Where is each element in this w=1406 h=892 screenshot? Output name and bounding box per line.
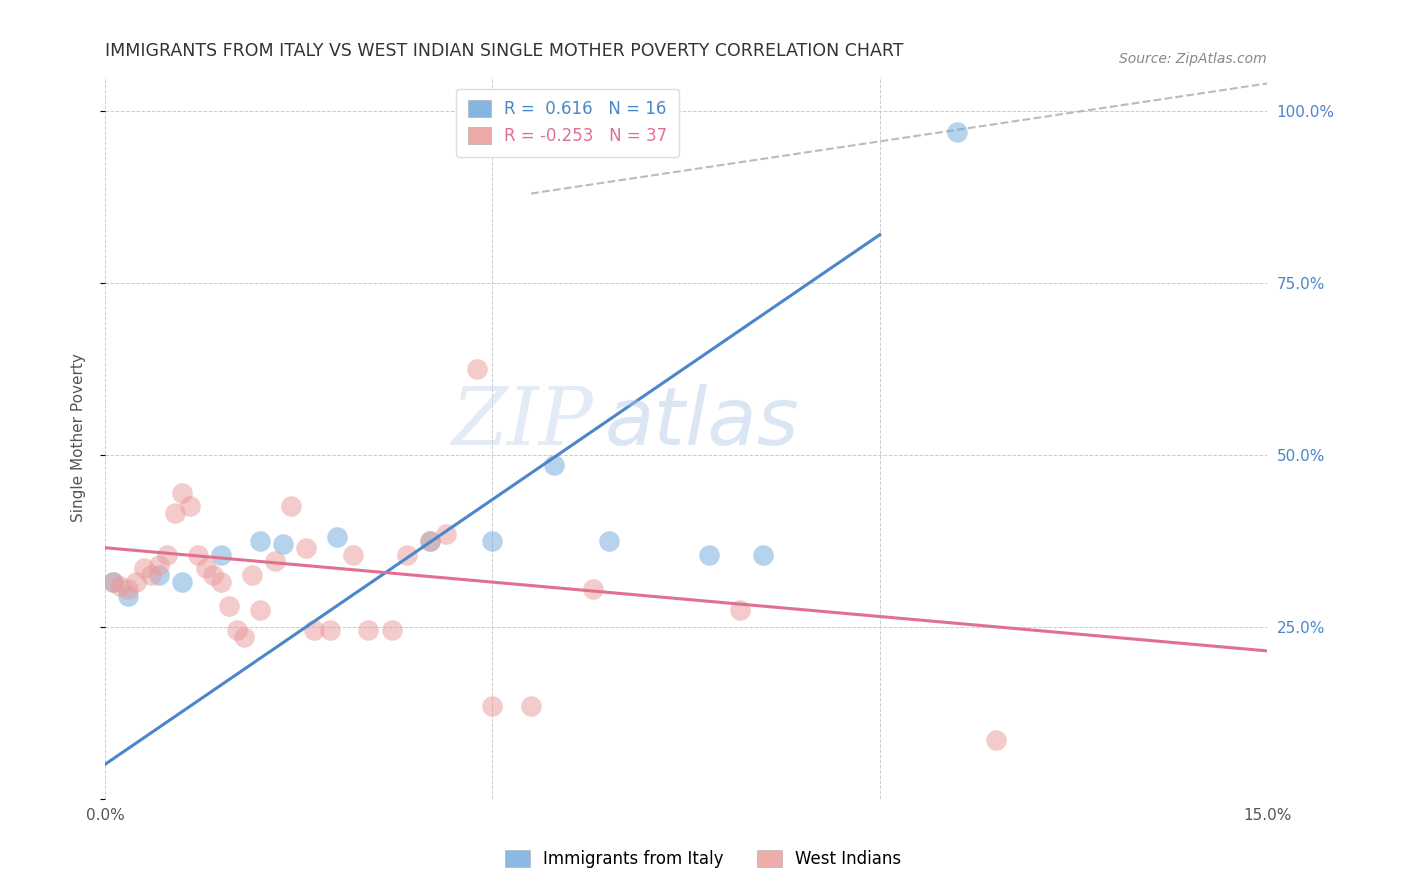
Text: IMMIGRANTS FROM ITALY VS WEST INDIAN SINGLE MOTHER POVERTY CORRELATION CHART: IMMIGRANTS FROM ITALY VS WEST INDIAN SIN… xyxy=(105,42,904,60)
Point xyxy=(752,548,775,562)
Text: atlas: atlas xyxy=(605,384,800,462)
Point xyxy=(132,561,155,575)
Point xyxy=(419,533,441,548)
Point xyxy=(598,533,620,548)
Point xyxy=(218,599,240,614)
Point xyxy=(249,602,271,616)
Point xyxy=(110,578,132,592)
Point xyxy=(728,602,751,616)
Point xyxy=(326,530,349,544)
Point xyxy=(117,582,139,596)
Point xyxy=(271,537,294,551)
Point xyxy=(434,527,457,541)
Point xyxy=(240,568,263,582)
Point xyxy=(984,733,1007,747)
Point xyxy=(172,485,194,500)
Point xyxy=(381,624,404,638)
Point xyxy=(396,548,419,562)
Point xyxy=(520,698,543,713)
Point xyxy=(264,554,287,568)
Legend: Immigrants from Italy, West Indians: Immigrants from Italy, West Indians xyxy=(498,843,908,875)
Point xyxy=(481,533,503,548)
Point xyxy=(187,548,209,562)
Legend: R =  0.616   N = 16, R = -0.253   N = 37: R = 0.616 N = 16, R = -0.253 N = 37 xyxy=(456,88,679,156)
Point xyxy=(225,624,247,638)
Text: ZIP: ZIP xyxy=(451,384,593,462)
Point xyxy=(209,548,232,562)
Point xyxy=(202,568,225,582)
Point xyxy=(101,575,124,590)
Point xyxy=(946,125,969,139)
Point xyxy=(101,575,124,590)
Point xyxy=(465,362,488,376)
Point xyxy=(582,582,605,596)
Point xyxy=(280,500,302,514)
Point xyxy=(543,458,565,473)
Point xyxy=(125,575,148,590)
Point xyxy=(209,575,232,590)
Point xyxy=(302,624,325,638)
Point xyxy=(249,533,271,548)
Point xyxy=(148,568,170,582)
Point xyxy=(148,558,170,572)
Point xyxy=(481,698,503,713)
Point xyxy=(697,548,720,562)
Point xyxy=(117,589,139,603)
Point xyxy=(342,548,364,562)
Point xyxy=(141,568,163,582)
Point xyxy=(156,548,179,562)
Point xyxy=(419,533,441,548)
Point xyxy=(558,103,581,118)
Point xyxy=(233,630,256,644)
Point xyxy=(179,500,201,514)
Point xyxy=(318,624,340,638)
Point xyxy=(357,624,380,638)
Y-axis label: Single Mother Poverty: Single Mother Poverty xyxy=(72,353,86,522)
Point xyxy=(194,561,217,575)
Point xyxy=(163,506,186,520)
Text: Source: ZipAtlas.com: Source: ZipAtlas.com xyxy=(1119,52,1267,66)
Point xyxy=(172,575,194,590)
Point xyxy=(295,541,318,555)
